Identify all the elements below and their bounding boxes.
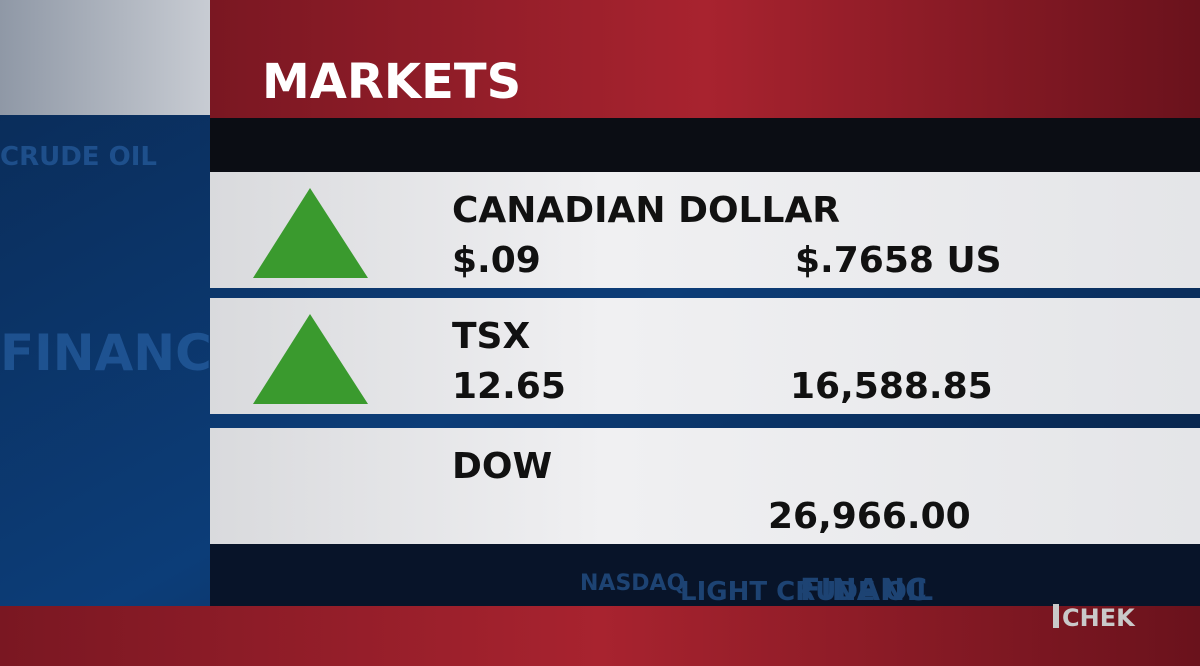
background-word: LIGHT CRUDE OIL: [680, 577, 933, 607]
title: MARKETS: [262, 54, 521, 110]
header-band: [210, 0, 1200, 118]
background-word: CRUDE OIL: [0, 142, 157, 172]
background-word: FINANC: [0, 324, 212, 382]
up-arrow: [253, 188, 368, 278]
row-panel: [210, 298, 1200, 414]
lower-band: [210, 543, 1200, 606]
grey-tiles: [0, 0, 210, 115]
row-value: 26,966.00: [768, 496, 971, 537]
row-panel: [210, 428, 1200, 544]
row-change: $.09: [452, 240, 541, 281]
row-change: 12.65: [452, 366, 566, 407]
logo-bar: [1053, 604, 1059, 628]
row-value: 16,588.85: [790, 366, 993, 407]
up-arrow: [253, 314, 368, 404]
row-panel: [210, 172, 1200, 288]
row-value: $.7658 US: [795, 240, 1002, 281]
background-word: NASDAQ: [580, 571, 685, 596]
row-name: CANADIAN DOLLAR: [452, 190, 840, 231]
black-band: [210, 118, 1200, 172]
footer-band: [0, 606, 1200, 666]
row-name: DOW: [452, 446, 552, 487]
row-name: TSX: [452, 316, 530, 357]
logo: CHEK: [1062, 604, 1136, 632]
background-word: FINANC: [800, 573, 927, 608]
